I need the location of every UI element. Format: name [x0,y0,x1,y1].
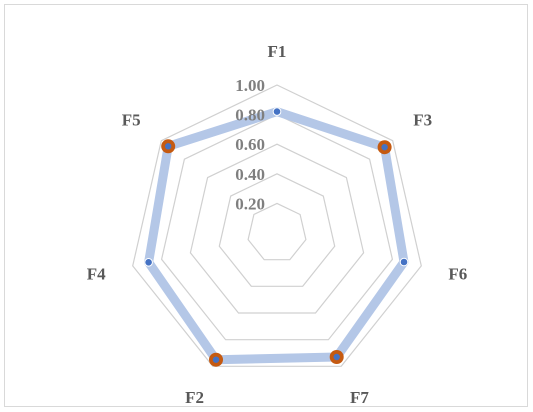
tick-label-3: 0.60 [235,135,265,154]
data-point-f6 [399,257,409,267]
category-label-f4: F4 [87,265,106,284]
tick-label-1: 0.20 [235,194,265,213]
radial-tick-labels: 0.20 0.40 0.60 0.80 1.00 [235,76,265,213]
tick-label-4: 0.80 [235,106,265,125]
category-label-f3: F3 [413,111,432,130]
radar-chart: 0.20 0.40 0.60 0.80 1.00 F1 F3 F6 F7 F2 … [87,42,468,407]
grid-ring-1 [247,202,307,261]
category-label-f2: F2 [185,388,204,407]
data-point-f5 [165,143,172,150]
grid-ring-5 [132,84,422,367]
tick-label-5: 1.00 [235,76,265,95]
category-label-f5: F5 [122,111,141,130]
category-label-f1: F1 [268,42,287,61]
grid-ring-2 [218,173,336,287]
grid-ring-3 [189,143,365,314]
data-point-f3 [381,144,388,151]
data-point-f4 [144,257,153,267]
series-line-1 [144,107,409,365]
radar-grid [132,84,422,367]
grid-ring-4 [160,113,394,341]
data-point-f1 [272,107,282,116]
category-label-f7: F7 [350,388,369,407]
data-point-f7 [333,353,340,361]
category-label-f6: F6 [448,265,467,284]
radar-series [144,107,409,367]
category-labels: F1 F3 F6 F7 F2 F4 F5 [87,42,468,407]
tick-label-2: 0.40 [235,165,265,184]
data-point-f2 [212,356,220,363]
chart-area: 0.20 0.40 0.60 0.80 1.00 F1 F3 F6 F7 F2 … [4,4,528,407]
